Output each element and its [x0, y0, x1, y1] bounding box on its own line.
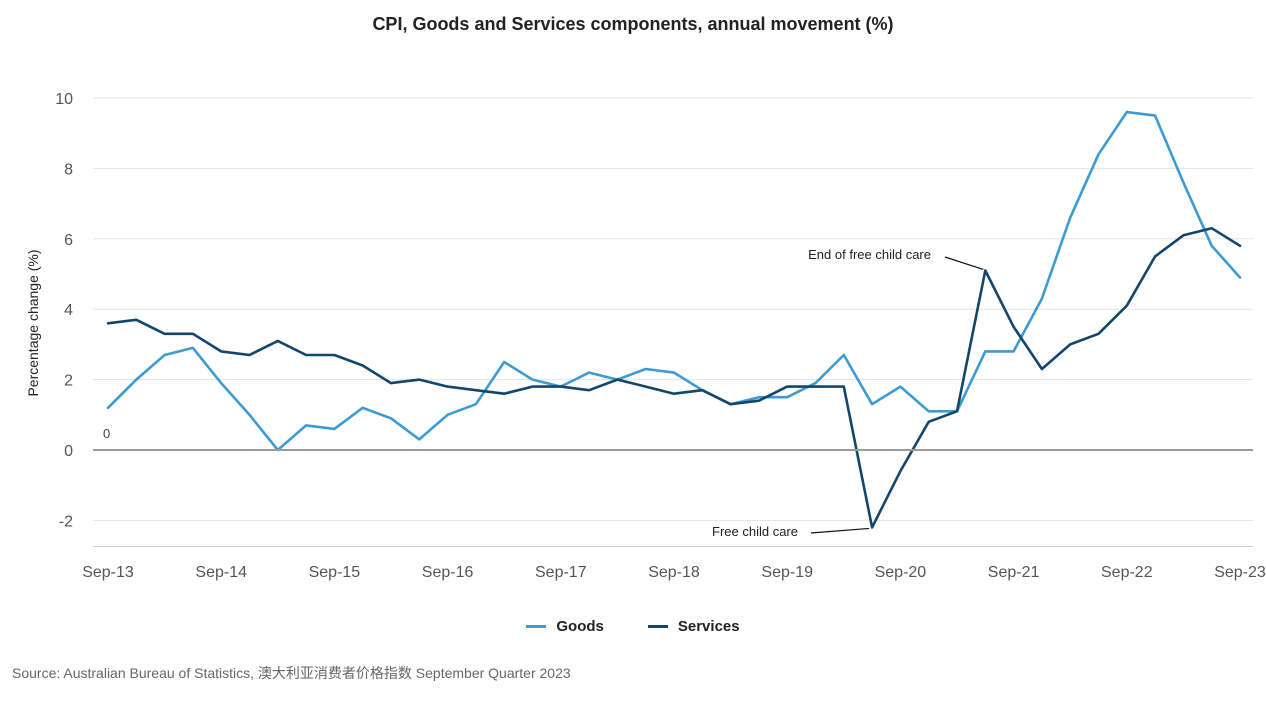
zero-annotation: 0 — [103, 426, 110, 441]
y-tick-label: 4 — [64, 302, 73, 319]
y-tick-label: 8 — [64, 161, 73, 178]
legend-swatch-services — [647, 625, 668, 628]
grid-layer — [93, 97, 1253, 521]
axis-layer: -2 0 2 4 6 8 10 Sep-13 Sep-14 Sep-15 Sep-16 Sep-17 S… — [55, 91, 1266, 581]
legend-label-goods: Goods — [556, 618, 604, 635]
source-note: Source: Australian Bureau of Statistics,… — [12, 665, 571, 681]
y-axis-label: Percentage change (%) — [25, 249, 41, 396]
chart-title: CPI, Goods and Services components, annu… — [372, 14, 894, 34]
legend-item-services[interactable]: Services — [647, 618, 740, 635]
x-tick-label: Sep-21 — [988, 564, 1040, 581]
legend-label-services: Services — [677, 618, 740, 635]
x-tick-label: Sep-22 — [1101, 564, 1153, 581]
x-tick-label: Sep-23 — [1214, 564, 1266, 581]
series-line-goods — [106, 110, 1242, 452]
y-tick-label: -2 — [59, 513, 73, 530]
x-tick-label: Sep-19 — [761, 564, 813, 581]
legend-swatch-goods — [526, 625, 547, 628]
y-tick-label: 6 — [64, 232, 73, 249]
legend-item-goods[interactable]: Goods — [526, 618, 604, 635]
x-tick-label: Sep-17 — [535, 564, 587, 581]
x-tick-label: Sep-18 — [648, 564, 700, 581]
x-tick-label: Sep-20 — [875, 564, 927, 581]
annotation-leader — [810, 527, 870, 534]
legend: Goods Services — [0, 618, 1266, 635]
annotation-free-child-care: Free child care — [712, 524, 798, 539]
series-line-services — [106, 226, 1242, 529]
x-tick-label: Sep-16 — [422, 564, 474, 581]
x-tick-label: Sep-13 — [82, 564, 134, 581]
annotation-layer: 0 End of free child care Free child care — [103, 247, 984, 539]
y-tick-label: 0 — [64, 443, 73, 460]
y-tick-label: 2 — [64, 373, 73, 390]
annotation-end-free-child-care: End of free child care — [808, 247, 931, 262]
y-tick-label: 10 — [55, 91, 73, 108]
x-tick-label: Sep-15 — [309, 564, 361, 581]
annotation-leader — [944, 256, 984, 271]
series-layer — [93, 110, 1253, 529]
x-tick-label: Sep-14 — [195, 564, 247, 581]
